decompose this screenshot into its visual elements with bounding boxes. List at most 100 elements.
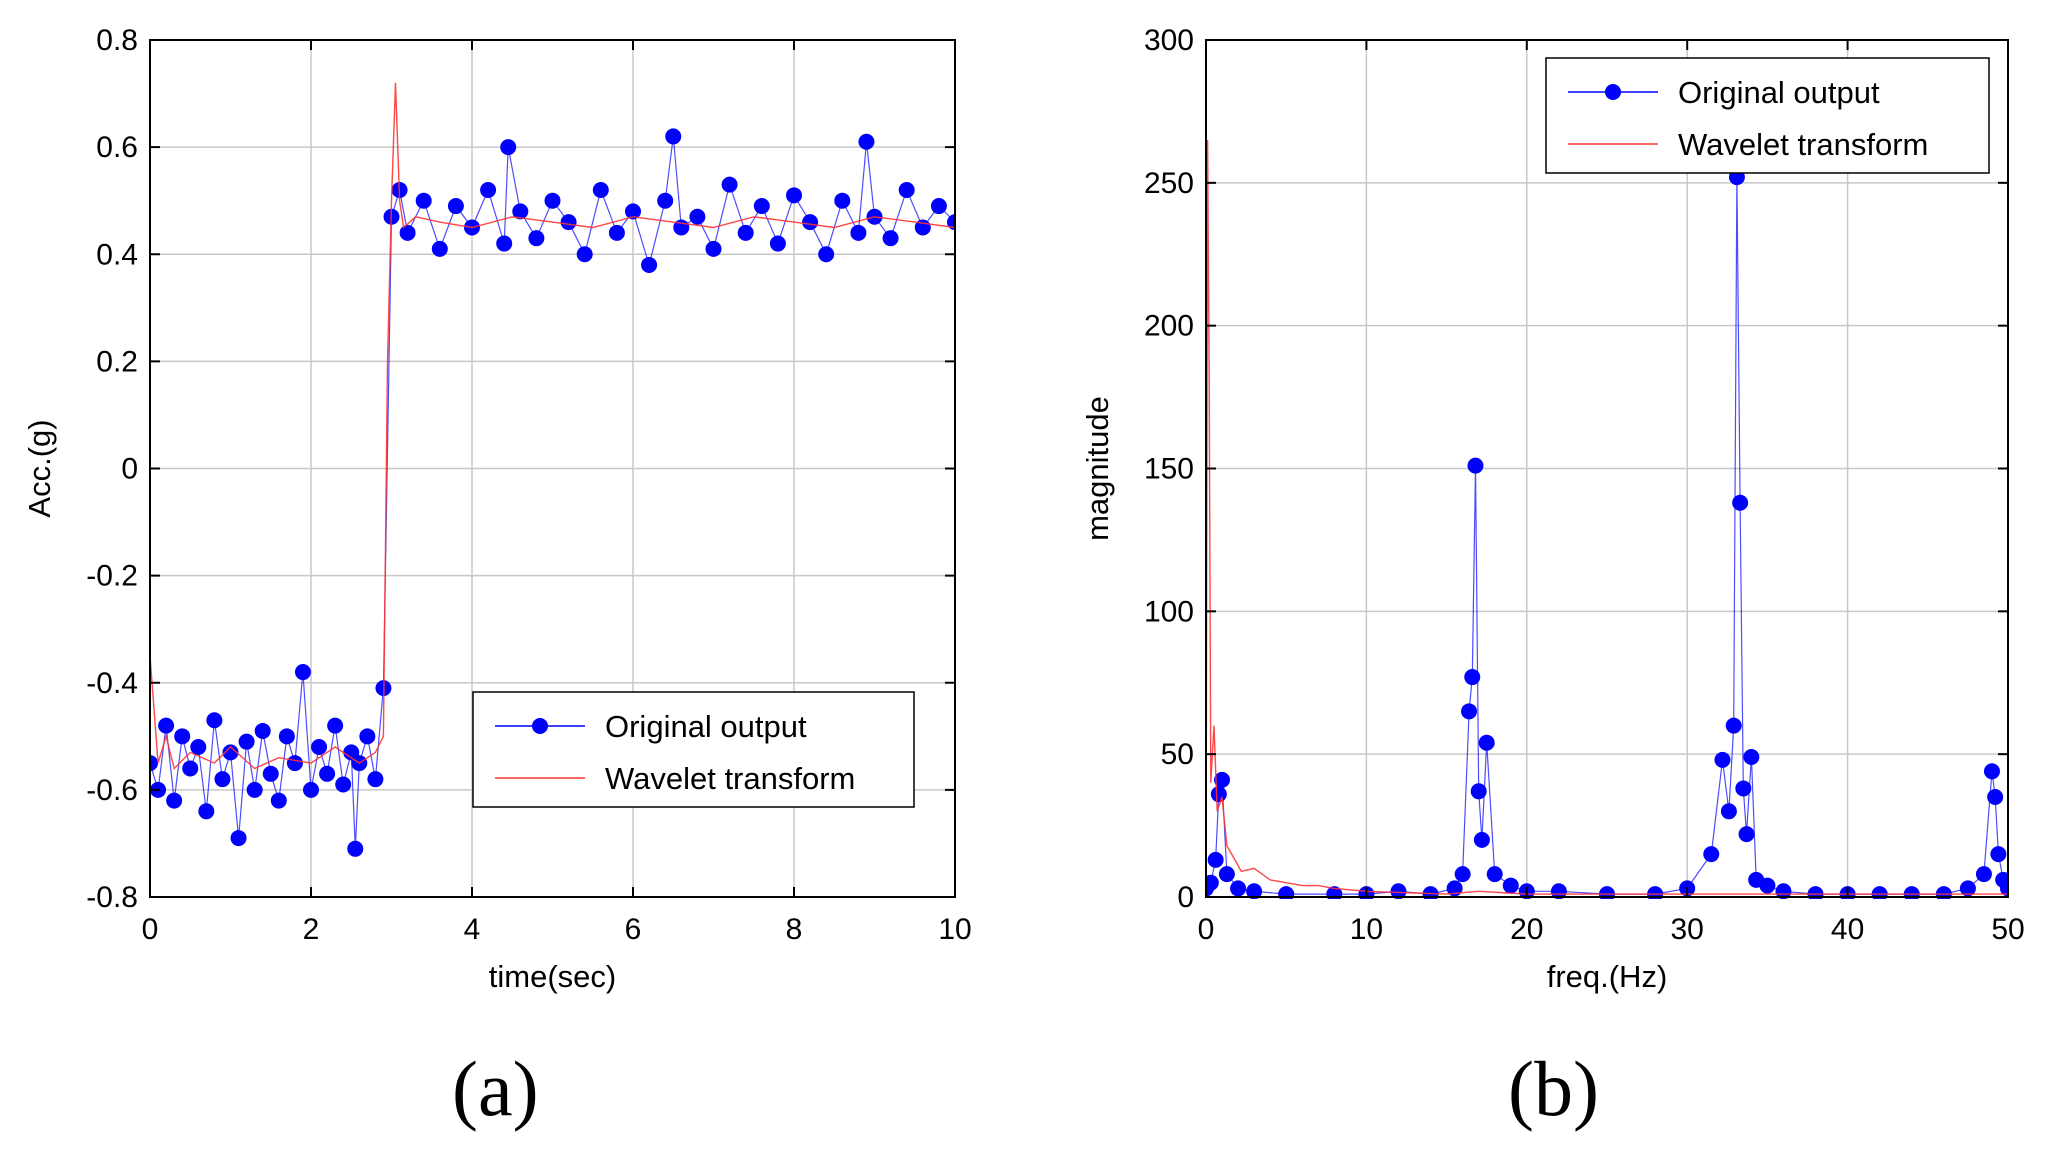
legend-label: Wavelet transform [605, 761, 855, 796]
data-point [238, 733, 255, 750]
data-point [278, 728, 295, 745]
data-point [769, 235, 786, 252]
data-point [625, 203, 641, 220]
legend-label: Wavelet transform [1678, 127, 1928, 162]
data-point [1720, 803, 1737, 820]
data-point [286, 755, 303, 772]
data-point [359, 728, 376, 745]
y-tick-label: 0.2 [96, 345, 138, 378]
y-tick-label: 50 [1161, 738, 1194, 771]
data-point [1454, 866, 1471, 883]
legend: Original output Wavelet transform [472, 691, 915, 808]
data-point [1550, 883, 1567, 899]
data-point [544, 192, 561, 209]
data-point [303, 781, 319, 798]
x-tick-label: 0 [1198, 913, 1215, 946]
y-tick-label: -0.6 [86, 774, 138, 807]
data-point [858, 133, 875, 150]
series-wavelet [1206, 139, 2008, 898]
data-point [705, 240, 722, 257]
data-point [1725, 717, 1742, 734]
data-point [1903, 886, 1920, 899]
data-point [1647, 886, 1664, 899]
data-point [528, 230, 545, 247]
data-point [1461, 703, 1478, 720]
data-point [1599, 886, 1615, 899]
data-point [198, 803, 215, 820]
caption-a: (a) [452, 1045, 539, 1132]
data-point [1422, 886, 1439, 899]
y-tick-label: 250 [1144, 167, 1194, 200]
data-point [214, 771, 231, 788]
data-point [512, 203, 529, 220]
x-tick-label: 2 [303, 913, 320, 946]
y-tick-label: -0.8 [86, 881, 138, 914]
data-point [1775, 883, 1792, 899]
y-tick-label: 0.6 [96, 131, 138, 164]
data-point [1935, 886, 1952, 899]
data-point [1464, 669, 1481, 686]
y-tick-label: 0 [1177, 881, 1194, 914]
data-point [399, 224, 416, 241]
x-tick-label: 0 [142, 913, 159, 946]
data-point [1732, 494, 1749, 511]
y-tick-label: 0.4 [96, 238, 138, 271]
data-point [1975, 866, 1992, 883]
data-point [347, 840, 364, 857]
data-point [1871, 886, 1888, 899]
data-point [174, 728, 191, 745]
data-point [665, 128, 682, 145]
data-point [1210, 786, 1227, 803]
x-tick-label: 4 [464, 913, 481, 946]
data-point [641, 256, 658, 273]
data-point [1207, 851, 1224, 868]
legend: Original output Wavelet transform [1545, 57, 1990, 174]
data-point [1214, 771, 1231, 788]
x-tick-label: 10 [938, 913, 971, 946]
data-point [1390, 883, 1407, 899]
y-tick-label: 100 [1144, 595, 1194, 628]
data-point [415, 192, 432, 209]
data-point [1478, 734, 1495, 751]
y-tick-label: 300 [1144, 24, 1194, 57]
data-point [1470, 783, 1487, 800]
data-point [753, 198, 770, 215]
data-point [431, 240, 448, 257]
data-point [480, 181, 497, 198]
y-axis-label: Acc.(g) [22, 419, 57, 517]
data-point [1246, 883, 1263, 899]
x-tick-label: 40 [1831, 913, 1864, 946]
x-tick-label: 6 [625, 913, 642, 946]
data-point [319, 765, 336, 782]
data-point [294, 664, 311, 681]
data-point [786, 187, 802, 204]
series-line [150, 82, 955, 770]
legend-marker [1605, 84, 1621, 100]
data-point [270, 792, 287, 809]
data-point [930, 198, 947, 215]
legend-marker [532, 718, 548, 734]
legend-box [1545, 57, 1990, 174]
data-point [737, 224, 754, 241]
data-point [222, 744, 239, 761]
caption-b: (b) [1508, 1045, 1599, 1132]
data-point [496, 235, 513, 252]
data-point [1473, 831, 1490, 848]
data-point [190, 739, 207, 756]
data-point [262, 765, 279, 782]
chart-b: 0 10 20 30 40 50 0 50 100 150 200 250 300 freq.(Hz) ma… [1080, 24, 2025, 994]
data-point [850, 224, 867, 241]
data-point [230, 830, 247, 847]
data-point [882, 230, 899, 247]
data-point [721, 176, 738, 193]
data-point [206, 712, 223, 729]
data-point [327, 717, 344, 734]
legend-box [472, 691, 915, 808]
data-point [1467, 457, 1484, 474]
data-point [1230, 880, 1247, 897]
data-point [1206, 874, 1219, 891]
data-point [158, 717, 175, 734]
y-tick-label: 200 [1144, 310, 1194, 343]
y-tick-label: 150 [1144, 453, 1194, 486]
